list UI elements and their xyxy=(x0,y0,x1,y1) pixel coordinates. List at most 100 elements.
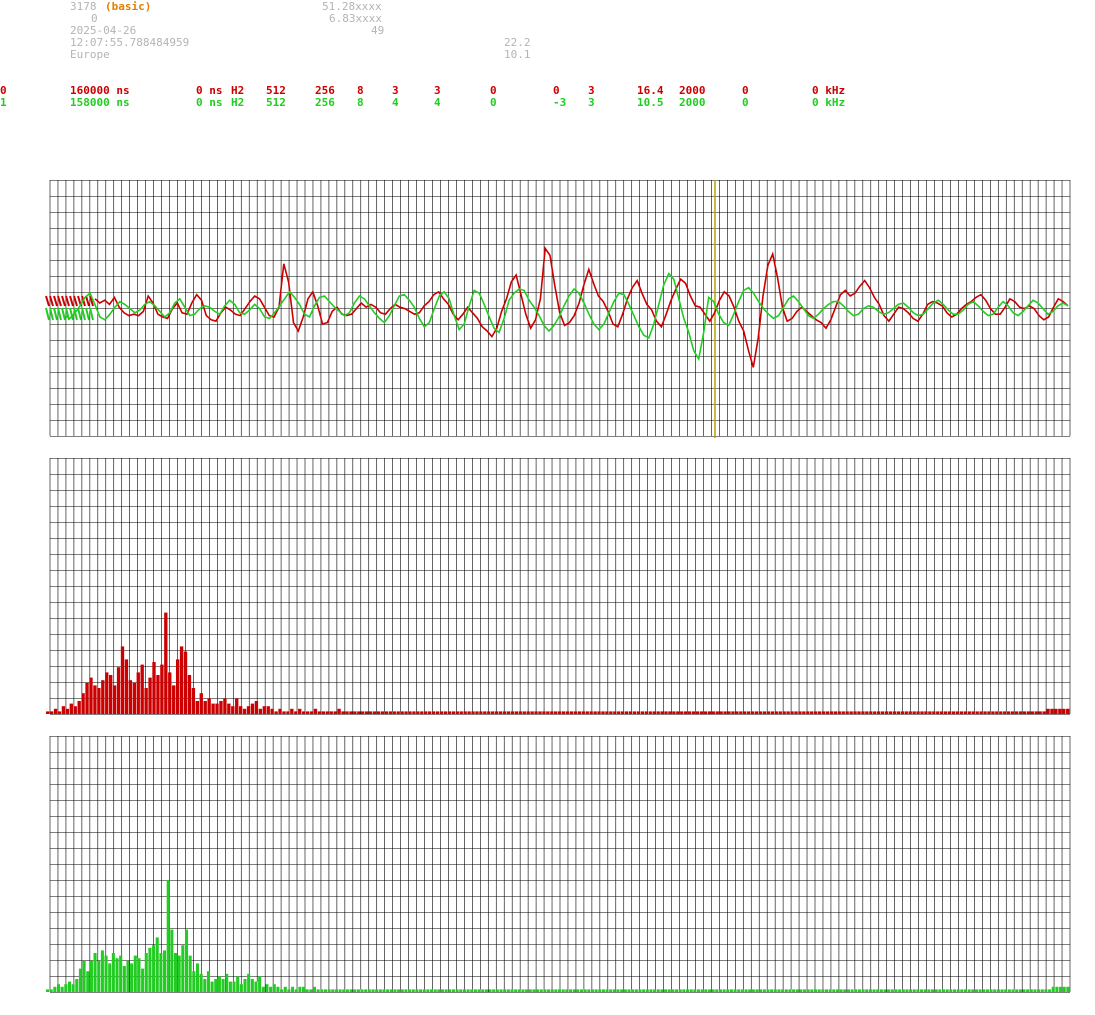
channel-freq: 10.5 xyxy=(637,96,664,109)
spectrum-bar xyxy=(408,711,412,714)
spectrum-bar xyxy=(928,711,932,714)
spectrum-bar xyxy=(621,711,625,714)
spectrum-bar xyxy=(302,711,306,714)
spectrum-bar xyxy=(987,711,991,714)
spectrum-bar xyxy=(484,989,488,992)
line2-value: 0 xyxy=(91,12,98,25)
spectrum-bar xyxy=(737,989,741,992)
spectrum-bar xyxy=(590,989,594,992)
spectrum-bar xyxy=(589,711,593,714)
spectrum-bar xyxy=(503,989,507,992)
spectrum-bar xyxy=(298,986,302,992)
spectrum-bar xyxy=(75,979,79,992)
spectrum-bar xyxy=(388,711,392,714)
spectrum-bar xyxy=(821,989,825,992)
spectrum-bar xyxy=(802,711,806,714)
spectrum-bar xyxy=(565,711,570,714)
spectrum-bar xyxy=(978,989,982,992)
spectrum-bar xyxy=(845,711,849,714)
spectrum-bar xyxy=(270,708,274,714)
spectrum-bar xyxy=(225,973,229,992)
spectrum-bar xyxy=(887,989,891,992)
spectrum-bar xyxy=(349,989,353,992)
spectrum-bar xyxy=(451,711,455,714)
spectrum-bar xyxy=(199,693,203,714)
spectrum-bar xyxy=(437,989,441,992)
spectrum-panel-channel-1[interactable] xyxy=(45,736,1071,994)
spectrum-bar xyxy=(404,989,408,992)
spectrum-bar xyxy=(744,989,748,992)
spectrum-bar xyxy=(313,708,318,714)
spectrum-bar xyxy=(130,963,134,992)
spectrum-bar xyxy=(514,711,519,714)
waveform-panel[interactable] xyxy=(45,180,1071,440)
start-marker-red xyxy=(89,295,94,307)
spectrum-bar xyxy=(554,711,558,714)
spectrum-bar xyxy=(448,989,452,992)
spectrum-bar xyxy=(609,989,613,992)
spectrum-bar xyxy=(568,989,573,992)
spectrum-bar xyxy=(735,711,739,714)
spectrum-bar xyxy=(219,701,223,714)
spectrum-bar xyxy=(539,989,543,992)
spectrum-bar xyxy=(498,711,503,714)
spectrum-plot-channel-1[interactable] xyxy=(45,736,1071,994)
spectrum-bar xyxy=(1014,711,1019,714)
spectrum-bar xyxy=(126,960,130,992)
spectrum-bar xyxy=(707,989,711,992)
spectrum-bar xyxy=(718,989,722,992)
spectrum-bar xyxy=(792,989,796,992)
spectrum-bar xyxy=(773,989,777,992)
spectrum-bar xyxy=(93,685,97,714)
spectrum-bar xyxy=(825,711,830,714)
spectrum-bar xyxy=(909,989,913,992)
waveform-plot[interactable] xyxy=(45,180,1071,440)
spectrum-panel-channel-0[interactable] xyxy=(45,458,1071,716)
spectrum-plot-channel-0[interactable] xyxy=(45,458,1071,716)
spectrum-bar xyxy=(444,989,448,992)
spectrum-bar xyxy=(936,711,940,714)
spectrum-bar xyxy=(46,989,50,992)
spectrum-bar xyxy=(371,989,375,992)
spectrum-bar xyxy=(514,989,518,992)
spectrum-bar xyxy=(286,711,290,714)
spectrum-bar xyxy=(101,680,105,714)
spectrum-bar xyxy=(707,711,711,714)
spectrum-bar xyxy=(900,711,904,714)
spectrum-bar xyxy=(466,989,470,992)
spectrum-bar xyxy=(475,711,479,714)
spectrum-bar xyxy=(64,984,68,992)
spectrum-bar xyxy=(837,711,841,714)
spectrum-bar xyxy=(883,989,887,992)
spectrum-bar xyxy=(627,989,631,992)
spectrum-bar xyxy=(766,989,770,992)
spectrum-bar xyxy=(331,989,335,992)
spectrum-bar xyxy=(624,711,629,714)
spectrum-bar xyxy=(152,945,156,992)
spectrum-bar xyxy=(221,979,225,992)
spectrum-grid xyxy=(49,736,1071,993)
spectrum-bar xyxy=(912,711,916,714)
spectrum-bar xyxy=(952,989,957,992)
spectrum-bar xyxy=(195,701,199,714)
spectrum-bar xyxy=(695,711,700,714)
spectrum-bar xyxy=(49,989,53,992)
start-marker-red xyxy=(65,295,70,307)
spectrum-grid xyxy=(49,458,1071,715)
spectrum-bar xyxy=(1015,989,1019,992)
spectrum-bar xyxy=(786,711,790,714)
spectrum-bar xyxy=(100,950,104,992)
spectrum-bar xyxy=(1006,711,1011,714)
spectrum-bar xyxy=(433,989,437,992)
spectrum-bar xyxy=(424,711,428,714)
spectrum-bar xyxy=(430,989,434,992)
spectrum-bar xyxy=(715,989,719,992)
spectrum-bar xyxy=(192,971,196,992)
spectrum-bar xyxy=(543,989,547,992)
channel-n7: 0 xyxy=(553,84,560,97)
spectrum-bar xyxy=(232,981,236,992)
spectrum-bar xyxy=(536,989,540,992)
spectrum-bar xyxy=(327,989,331,992)
spectrum-bar xyxy=(467,711,471,714)
spectrum-bar xyxy=(888,711,893,714)
